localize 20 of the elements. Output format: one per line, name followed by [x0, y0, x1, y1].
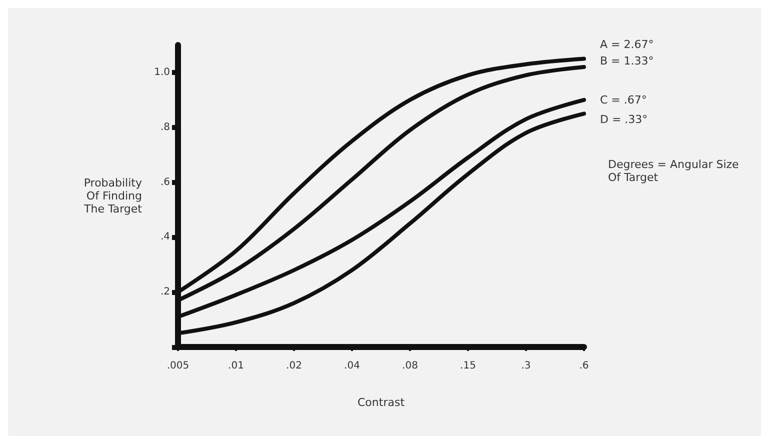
- y-tick-label: .2: [160, 286, 170, 298]
- x-tick-label: .6: [579, 360, 589, 372]
- y-tick-label: .6: [160, 176, 170, 188]
- x-tick-label: .01: [228, 360, 244, 372]
- x-tick-label: .005: [166, 360, 190, 372]
- series-label: B = 1.33°: [600, 54, 654, 68]
- x-tick-label: .15: [460, 360, 476, 372]
- x-tick-label: .04: [344, 360, 360, 372]
- y-tick-label: .8: [160, 122, 170, 133]
- series-label: A = 2.67°: [600, 38, 654, 52]
- x-axis-title: Contrast: [357, 396, 406, 409]
- x-tick-label: .08: [402, 360, 418, 372]
- x-tick-label: .02: [286, 360, 302, 372]
- y-tick-label: .4: [160, 232, 170, 243]
- y-axis-title: Probability Of Finding The Target: [83, 176, 143, 216]
- text: Degrees = Angular Size Of Target: [608, 158, 740, 184]
- x-tick-label: .3: [521, 360, 531, 372]
- y-tick-label: 1.0: [154, 66, 170, 78]
- series-label: D = .33°: [600, 113, 648, 126]
- series-label: C = .67°: [600, 93, 647, 106]
